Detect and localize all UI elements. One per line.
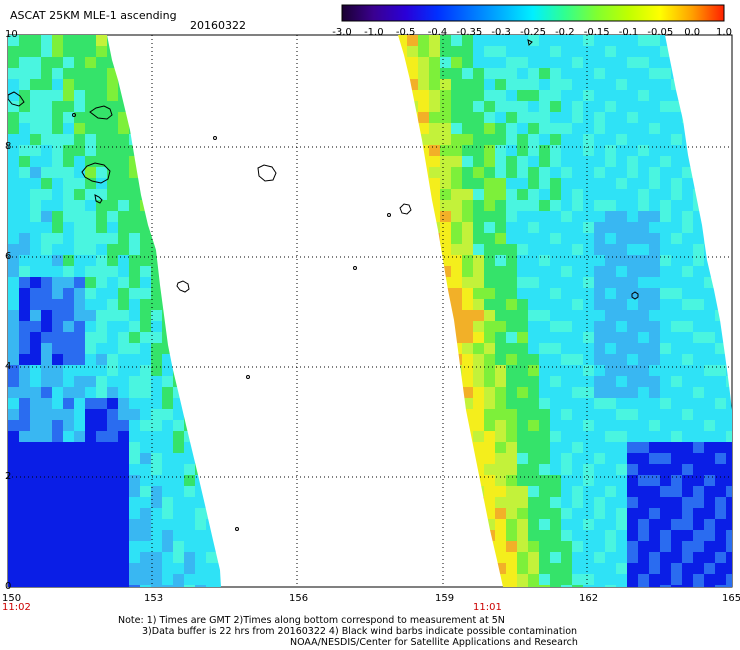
longitude-label: 159 <box>435 593 455 604</box>
latitude-label: 10 <box>5 29 18 40</box>
islet-marker <box>387 213 391 217</box>
longitude-label: 153 <box>144 593 164 604</box>
island-outline <box>94 194 103 204</box>
latitude-label: 2 <box>5 471 12 482</box>
colorbar-label: -0.25 <box>520 27 546 38</box>
graticule <box>8 35 732 587</box>
colorbar-label: -0.5 <box>396 27 416 38</box>
islet-marker <box>213 136 217 140</box>
colorbar-label: -0.35 <box>456 27 482 38</box>
longitude-label: 165 <box>722 593 740 604</box>
island-outline <box>631 291 639 300</box>
colorbar-label: -0.05 <box>647 27 673 38</box>
latitude-label: 4 <box>5 361 12 372</box>
latitude-label: 6 <box>5 251 12 262</box>
islet-marker <box>246 375 250 379</box>
colorbar-label: -0.2 <box>555 27 575 38</box>
island-outline <box>81 162 111 184</box>
swath-time: 11:02 <box>2 602 31 613</box>
latitude-label: 8 <box>5 141 12 152</box>
product-date: 20160322 <box>190 19 246 32</box>
note-line-1: Note: 1) Times are GMT 2)Times along bot… <box>118 615 505 626</box>
colorbar-label: -0.3 <box>491 27 511 38</box>
colorbar-scale <box>341 4 725 22</box>
colorbar-label: 1.0 <box>716 27 732 38</box>
coastlines <box>7 39 639 531</box>
latitude-label: 0 <box>5 581 12 592</box>
island-outline <box>89 105 113 120</box>
note-line-3: NOAA/NESDIS/Center for Satellite Applica… <box>290 637 578 648</box>
island-outline <box>176 280 190 293</box>
colorbar-label: -3.0 <box>332 27 352 38</box>
colorbar-label: -0.15 <box>584 27 610 38</box>
colorbar-label: 0.0 <box>684 27 700 38</box>
islet-marker <box>235 527 239 531</box>
colorbar-label: -1.0 <box>364 27 384 38</box>
islet-marker <box>353 266 357 270</box>
island-outline <box>527 39 533 47</box>
colorbar: -3.0 -1.0 -0.5 -0.4 -0.35 -0.3 -0.25 -0.2 -0.15-… <box>332 4 732 38</box>
island-outline <box>399 203 412 215</box>
longitude-label: 150 <box>2 593 22 604</box>
note-line-2: 3)Data buffer is 22 hrs from 20160322 4)… <box>142 626 578 637</box>
colorbar-label: -0.4 <box>428 27 448 38</box>
product-title: ASCAT 25KM MLE-1 ascending <box>10 9 177 22</box>
islet-marker <box>72 113 76 117</box>
swath-time: 11:01 <box>473 602 502 613</box>
longitude-label: 162 <box>579 593 599 604</box>
island-outline <box>257 164 277 182</box>
colorbar-label: -0.1 <box>619 27 639 38</box>
island-outline <box>7 91 25 107</box>
longitude-label: 156 <box>289 593 309 604</box>
